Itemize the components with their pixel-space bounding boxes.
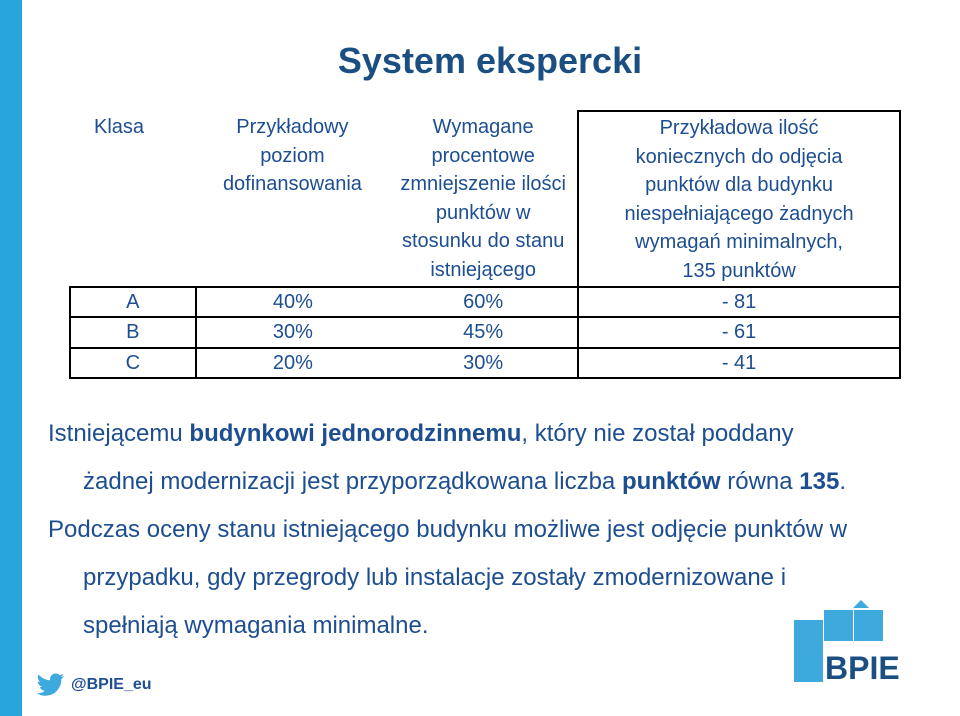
cell-klasa: B xyxy=(69,316,197,349)
cell-klasa: C xyxy=(69,346,197,380)
left-accent-bar xyxy=(0,0,22,716)
cell-klasa: A xyxy=(69,285,197,319)
cell-zmniejszenie: 45% xyxy=(389,316,579,348)
page-title: System ekspercki xyxy=(337,40,643,81)
cell-punkty: - 61 xyxy=(577,316,901,349)
bpie-logo-text: BPIE xyxy=(825,650,900,682)
header-klasa: Klasa xyxy=(94,116,145,138)
table-row: A 40% 60% - 81 xyxy=(69,285,901,319)
header-poziom: Przykładowy poziom dofinansowania xyxy=(222,116,362,196)
paragraph-2-line-3: spełniają wymagania minimalne. xyxy=(83,612,429,639)
table-row: C 20% 30% - 41 xyxy=(69,346,901,380)
cell-punkty: - 41 xyxy=(577,346,901,380)
header-punkty: Przykładowa ilość koniecznych do odjęcia… xyxy=(577,110,901,288)
cell-poziom: 40% xyxy=(195,285,390,318)
paragraph-2-line-2: przypadku, gdy przegrody lub instalacje … xyxy=(83,564,787,591)
cell-poziom: 20% xyxy=(195,346,390,380)
paragraph-1-line-1: Istniejącemu budynkowi jednorodzinnemu, … xyxy=(48,420,794,447)
bpie-logo: BPIE xyxy=(794,600,903,682)
cell-punkty: - 81 xyxy=(577,285,901,319)
cell-zmniejszenie: 60% xyxy=(389,285,579,318)
twitter-icon xyxy=(36,673,64,696)
table-row: B 30% 45% - 61 xyxy=(69,316,901,349)
paragraph-2-line-1: Podczas oceny stanu istniejącego budynku… xyxy=(48,516,848,543)
cell-zmniejszenie: 30% xyxy=(389,346,579,380)
cell-poziom: 30% xyxy=(195,316,390,348)
twitter-handle: @BPIE_eu xyxy=(71,676,152,693)
header-zmniejszenie: Wymagane procentowe zmniejszenie ilości … xyxy=(400,116,566,281)
points-table: Klasa Przykładowy poziom dofinansowania … xyxy=(69,110,901,380)
paragraph-1-line-2: żadnej modernizacji jest przyporządkowan… xyxy=(83,468,847,495)
table-header-row: Klasa Przykładowy poziom dofinansowania … xyxy=(70,110,901,288)
